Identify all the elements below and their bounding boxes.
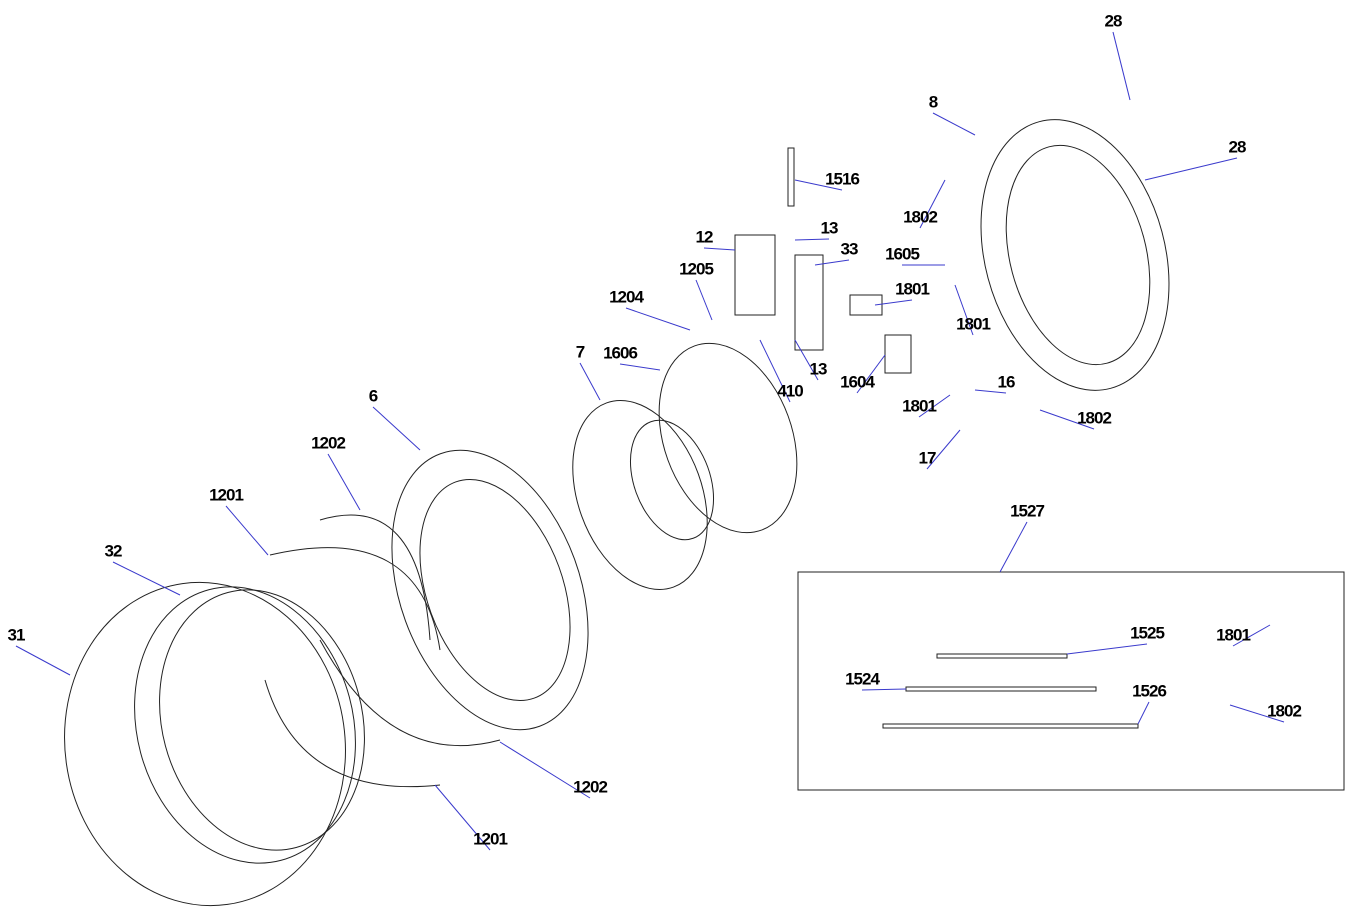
callout-label: 7: [576, 342, 585, 361]
leader-line: [225, 505, 269, 556]
callout-label: 32: [105, 541, 122, 560]
callout-label: 1802: [1267, 701, 1301, 720]
block-1604: [884, 334, 912, 374]
plate-33: [794, 254, 824, 351]
pin-1516: [787, 147, 795, 207]
seal-1201: [269, 547, 441, 651]
leader-line: [999, 521, 1028, 573]
callout-label: 1516: [825, 169, 859, 188]
callout-label: 1801: [956, 314, 990, 333]
parts: [64, 119, 1345, 907]
leader-line: [499, 741, 591, 799]
callout-label: 31: [8, 625, 25, 644]
leader-line: [861, 688, 907, 691]
leader-line: [1229, 704, 1285, 723]
callout-label: 1201: [473, 829, 507, 848]
front-frame-8: [980, 119, 1170, 391]
callout-label: 410: [777, 381, 803, 400]
callout-label: 13: [821, 218, 838, 237]
leader-line: [918, 394, 951, 418]
outer-frame-32: [134, 586, 356, 864]
leader-line: [794, 238, 830, 241]
leader-line: [794, 339, 819, 381]
leader-line: [932, 112, 976, 136]
callout-label: 8: [929, 92, 938, 111]
front-frame-8-inner: [1005, 144, 1151, 366]
gasket-1606: [658, 342, 798, 534]
callout-label: 1527: [1010, 501, 1044, 520]
leader-line: [695, 279, 713, 321]
callout-label: 6: [369, 386, 378, 405]
rod-1524: [905, 686, 1097, 692]
glass-bowl-7-inner: [629, 419, 715, 541]
inner-frame-6-window: [419, 478, 571, 702]
callout-label: 12: [696, 227, 713, 246]
inner-frame-6: [391, 449, 589, 731]
leader-line: [579, 362, 601, 401]
block-1801: [849, 294, 883, 316]
leader-line: [919, 179, 946, 229]
seal-1201-lower: [264, 679, 441, 788]
leader-line: [874, 299, 913, 306]
leader-line: [954, 284, 974, 336]
leader-line: [856, 354, 886, 394]
callout-label: 1802: [903, 207, 937, 226]
callout-label: 28: [1229, 137, 1246, 156]
callout-label: 28: [1105, 11, 1122, 30]
callout-label: 1205: [679, 259, 713, 278]
leader-line: [327, 453, 361, 511]
rod-1525: [936, 653, 1068, 659]
callout-label: 1204: [609, 287, 644, 306]
leader-line: [1137, 701, 1150, 725]
leader-line: [15, 645, 71, 676]
leader-line: [703, 247, 736, 251]
callout-label: 1801: [1216, 625, 1250, 644]
callout-label: 1526: [1132, 681, 1166, 700]
door-glass-31: [64, 581, 346, 907]
rod-1526: [882, 723, 1139, 729]
callout-label: 13: [810, 359, 827, 378]
callout-label: 1801: [902, 396, 936, 415]
callout-label: 33: [841, 239, 858, 258]
leader-line: [619, 363, 661, 371]
leader-line: [1232, 624, 1271, 647]
leader-line: [1112, 31, 1131, 101]
hinge-12: [734, 234, 776, 316]
leader-line: [794, 179, 843, 191]
callouts: 28 28 8 1516 1802 13 12 33 1605 1205 1801 1204 1801 7…: [8, 11, 1302, 851]
callout-label: 1606: [603, 343, 637, 362]
callout-label: 1524: [845, 669, 880, 688]
callout-label: 1202: [573, 777, 607, 796]
leader-line: [112, 561, 181, 596]
leader-line: [759, 339, 791, 403]
callout-label: 1202: [311, 433, 345, 452]
callout-label: 1525: [1130, 623, 1164, 642]
outer-frame-32-inner: [159, 589, 365, 851]
leader-line: [1144, 157, 1238, 181]
callout-label: 1605: [885, 244, 919, 263]
wire-1202: [319, 514, 431, 641]
leader-line: [372, 406, 421, 451]
wire-1202-lower: [319, 639, 501, 747]
leader-line: [625, 307, 691, 331]
callout-label: 1801: [895, 279, 929, 298]
callout-label: 1604: [840, 372, 875, 391]
glass-bowl-7: [572, 400, 708, 590]
callout-label: 16: [998, 372, 1015, 391]
leader-line: [926, 429, 961, 470]
callout-label: 1802: [1077, 408, 1111, 427]
leader-line: [1066, 643, 1148, 655]
leader-line: [814, 259, 850, 266]
callout-label: 17: [919, 448, 936, 467]
leader-line: [434, 784, 491, 851]
kit-1527-box: [797, 571, 1345, 791]
callout-label: 1201: [209, 485, 243, 504]
leader-line: [1039, 409, 1095, 430]
leader-line: [974, 389, 1007, 394]
